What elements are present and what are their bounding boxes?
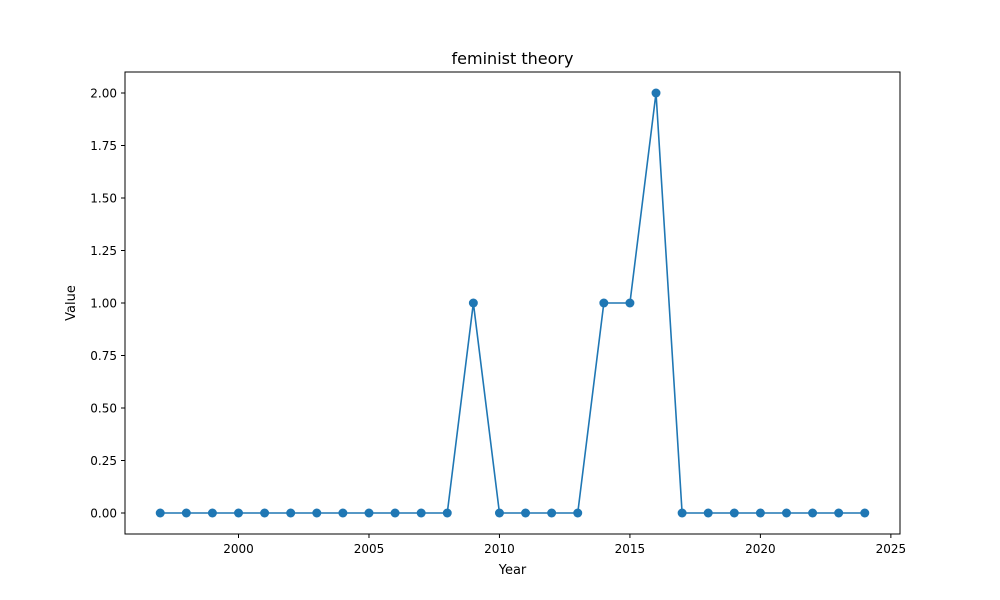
data-point [442,508,452,518]
data-point [468,298,478,308]
y-tick-label: 0.75 [90,349,117,363]
x-tick-label: 2010 [484,542,515,556]
x-tick-label: 2015 [615,542,646,556]
x-tick-label: 2005 [354,542,385,556]
data-point [286,508,296,518]
data-point [155,508,165,518]
data-point [521,508,531,518]
y-tick-label: 0.00 [90,507,117,521]
data-point [260,508,270,518]
y-tick-label: 1.00 [90,297,117,311]
data-point [573,508,583,518]
data-point [494,508,504,518]
y-axis: 0.00 0.25 0.50 0.75 1.00 1.25 1.50 1.75 2.00 [90,87,125,521]
x-axis-label: Year [498,563,527,578]
x-tick-label: 2025 [876,542,907,556]
data-point [677,508,687,518]
data-point [338,508,348,518]
data-point [703,508,713,518]
data-point [312,508,322,518]
y-tick-label: 2.00 [90,87,117,101]
data-point [181,508,191,518]
series-layer [155,88,870,518]
data-point [729,508,739,518]
data-point [416,508,426,518]
data-point [834,508,844,518]
y-tick-label: 0.50 [90,402,117,416]
y-tick-label: 0.25 [90,454,117,468]
data-point [651,88,661,98]
y-axis-label: Value [64,285,79,321]
x-axis: 2000 2005 2010 2015 2020 2025 [223,534,906,556]
data-point [625,298,635,308]
data-point [599,298,609,308]
data-point [860,508,870,518]
x-tick-label: 2000 [223,542,254,556]
series-line [160,92,865,514]
data-point [808,508,818,518]
x-tick-label: 2020 [745,542,776,556]
y-tick-label: 1.50 [90,192,117,206]
data-point [547,508,557,518]
data-point [755,508,765,518]
y-tick-label: 1.25 [90,244,117,258]
data-point [364,508,374,518]
data-point [207,508,217,518]
data-point [390,508,400,518]
data-point [781,508,791,518]
data-point [234,508,244,518]
y-tick-label: 1.75 [90,139,117,153]
chart-title: feminist theory [452,49,574,68]
